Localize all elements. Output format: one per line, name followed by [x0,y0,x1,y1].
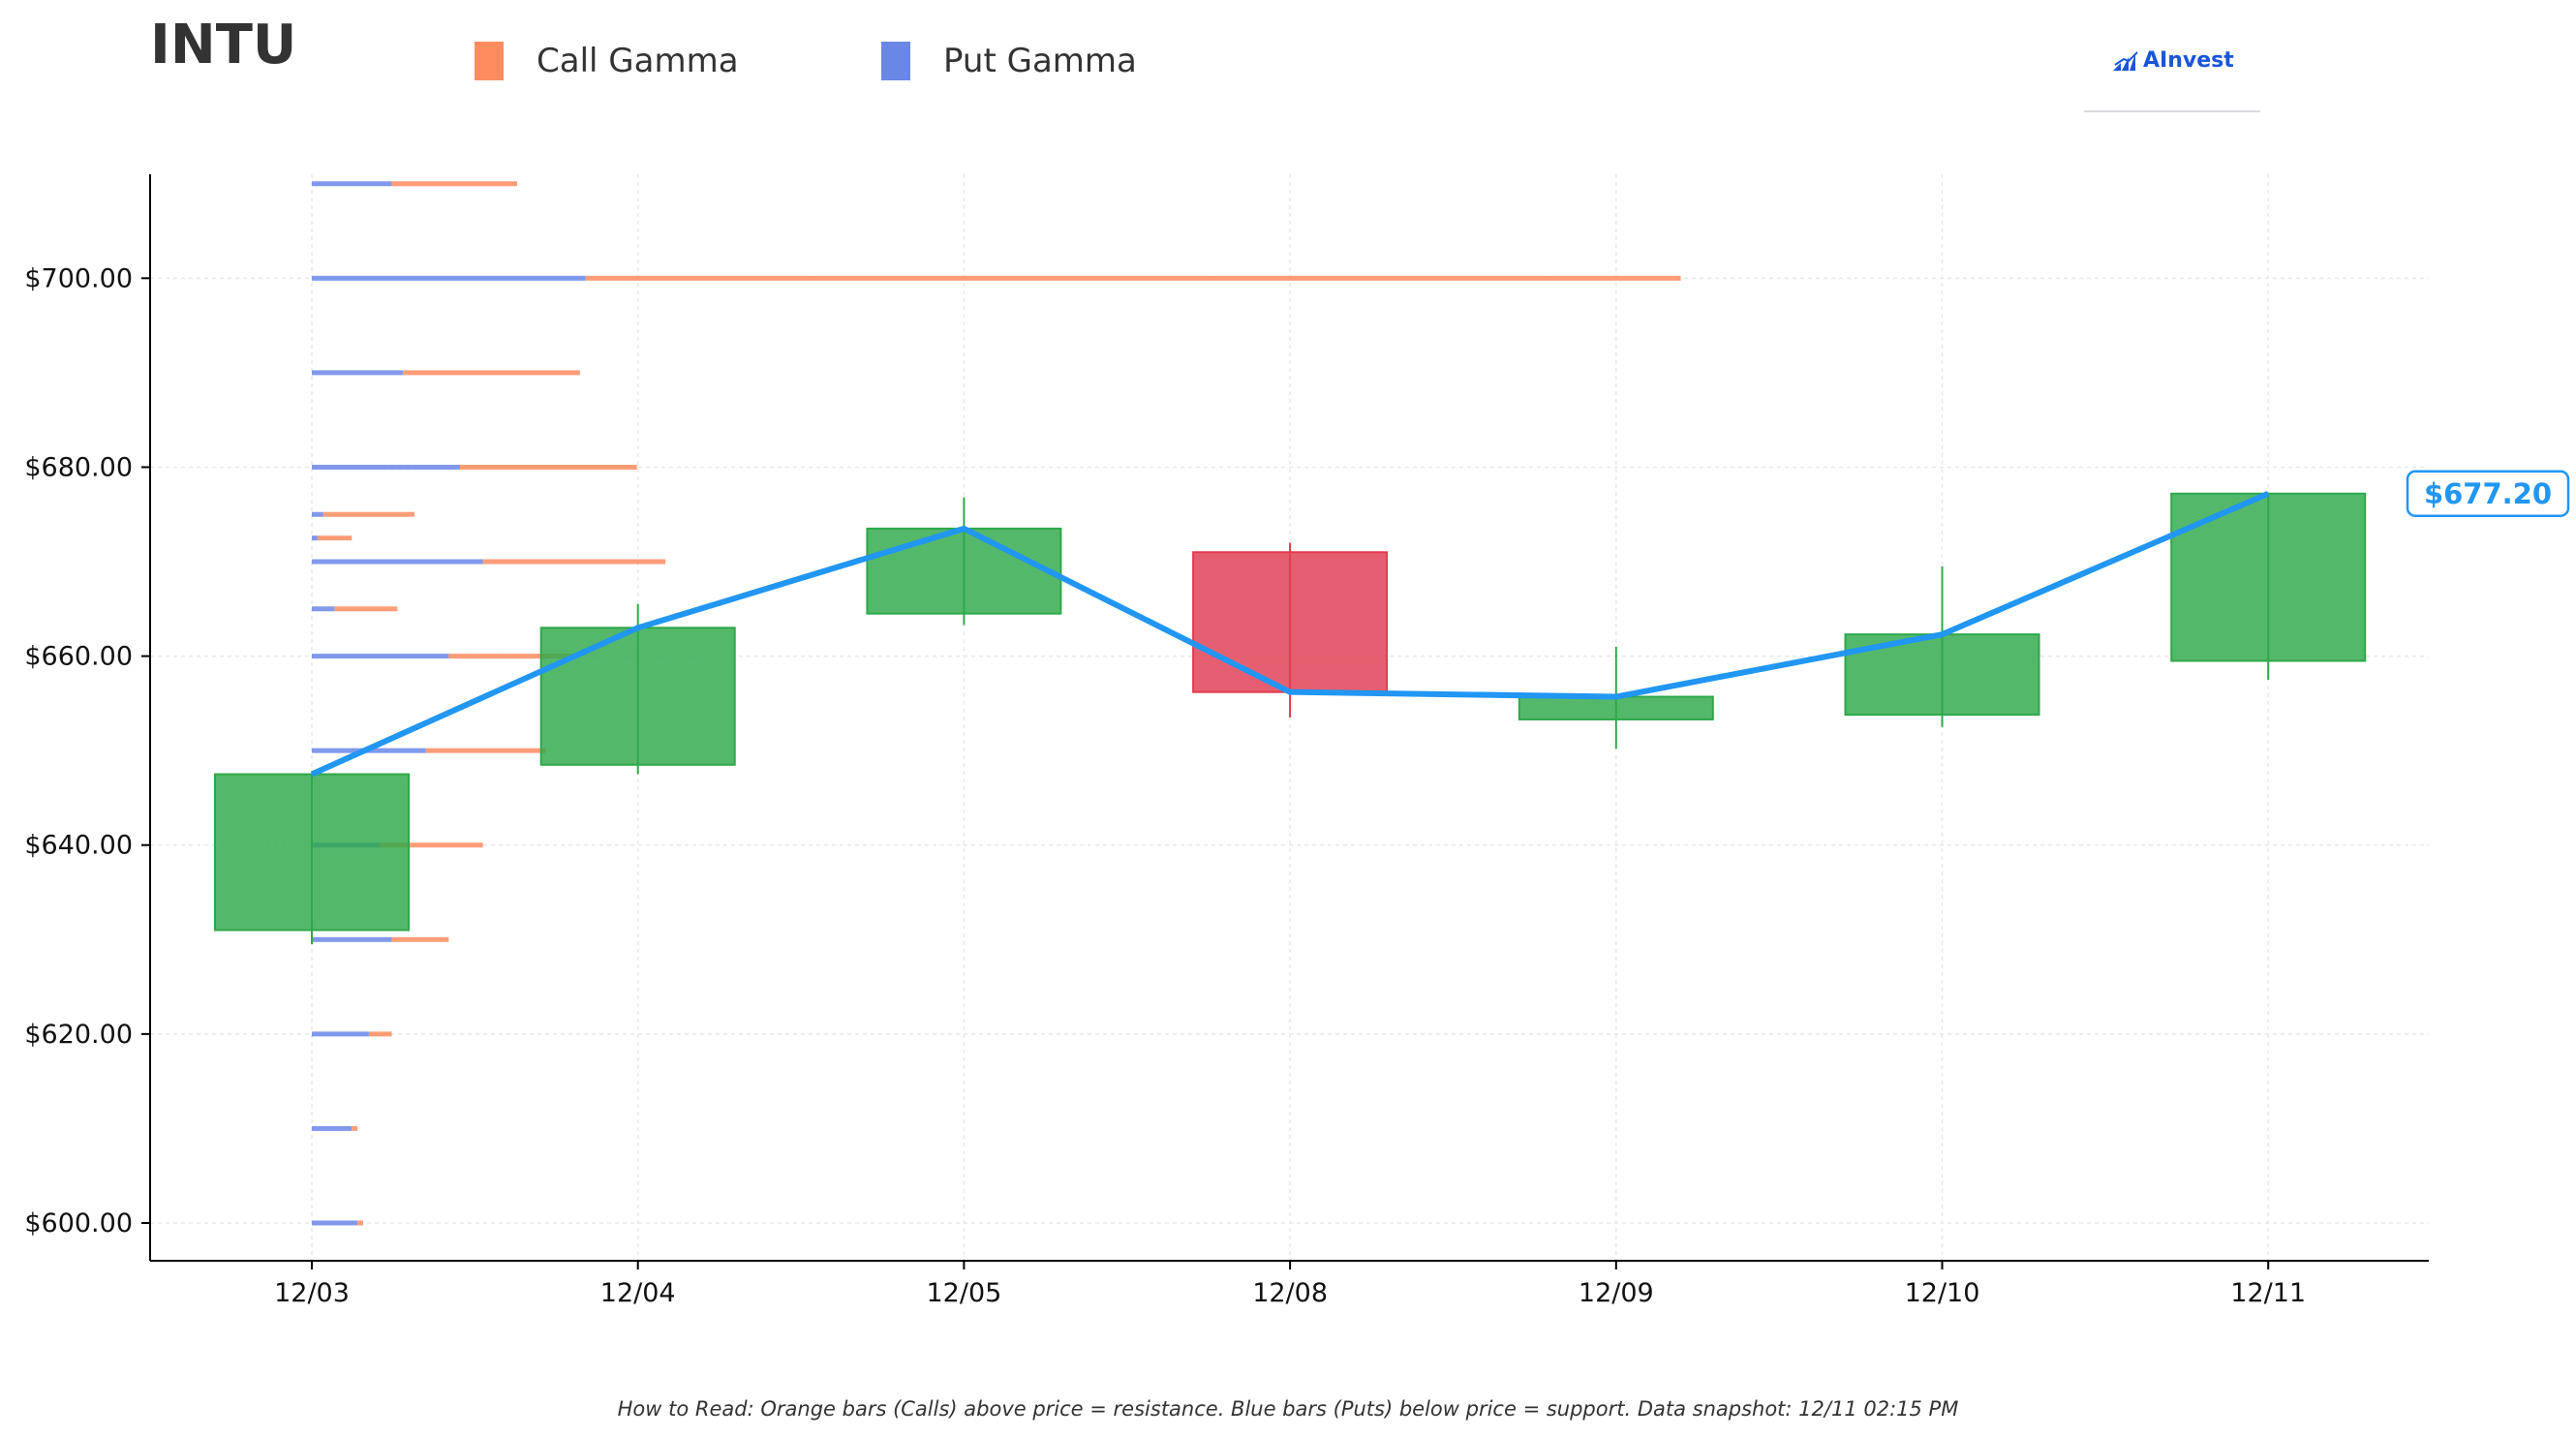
put-gamma-bar [312,181,392,187]
put-gamma-bar [312,1031,369,1037]
ainvest-logo-text: AInvest [2143,48,2234,73]
footnote-how-to-read: How to Read: Orange bars (Calls) above p… [617,1397,1959,1421]
legend-item-call-gamma: Call Gamma [475,37,739,85]
y-tick-label: $680.00 [24,452,133,482]
call-gamma-bar [482,559,666,565]
call-gamma-bar [334,606,398,612]
put-gamma-bar [312,511,323,517]
put-gamma-bar [312,936,392,942]
y-tick-label: $660.00 [24,642,133,672]
put-gamma-bar [312,1125,353,1131]
close-price-line [310,491,2270,778]
call-gamma-bar [403,370,580,376]
x-tick-label: 12/04 [600,1278,676,1308]
put-gamma-bar [312,370,404,376]
gamma-candlestick-chart: $600.00 $620.00 $640.00 $660.00 $680.00 $700.… [24,174,2570,1308]
ainvest-logo: AInvest [2111,48,2234,73]
ainvest-logo-icon [2113,50,2138,71]
call-gamma-bar [391,181,518,187]
call-gamma-bar [585,275,1681,281]
call-gamma-swatch [475,42,504,80]
put-gamma-bar [312,275,586,281]
candle-body [214,773,410,932]
ticker-title: INTU [150,14,297,76]
candle-body [2170,492,2367,662]
x-tick-label: 12/11 [2230,1278,2306,1308]
call-gamma-label: Call Gamma [537,42,739,80]
legend-item-put-gamma: Put Gamma [881,37,1137,85]
put-gamma-bar [312,559,483,565]
y-tick-label: $620.00 [24,1020,133,1050]
call-gamma-bar [322,511,415,517]
put-gamma-bar [312,1220,358,1226]
x-tick-label: 12/09 [1579,1278,1654,1308]
x-tick-label: 12/08 [1252,1278,1328,1308]
call-gamma-bar [448,654,574,659]
y-tick-label: $600.00 [24,1208,133,1238]
put-gamma-bar [312,535,318,541]
y-tick-label: $700.00 [24,263,133,293]
logo-underline [2084,110,2260,112]
last-price-badge [2406,470,2570,518]
call-gamma-bar [460,464,637,470]
call-gamma-bar [425,748,546,753]
call-gamma-bar [317,535,353,541]
call-gamma-bar [352,1125,358,1131]
last-price-label: $677.20 [2424,477,2552,510]
put-gamma-bar [312,464,461,470]
candle-body [866,527,1062,615]
call-gamma-bar [368,1031,392,1037]
call-gamma-bar [357,1220,364,1226]
x-tick-label: 12/03 [274,1278,350,1308]
x-tick-label: 12/05 [926,1278,1001,1308]
candle-body [539,627,736,766]
put-gamma-bar [312,654,449,659]
call-gamma-bar [380,842,483,848]
call-gamma-bar [391,936,449,942]
put-gamma-swatch [881,42,910,80]
candle-body [1192,551,1389,693]
put-gamma-label: Put Gamma [943,42,1137,80]
y-tick-label: $640.00 [24,831,133,861]
x-tick-label: 12/10 [1905,1278,1980,1308]
put-gamma-bar [312,606,335,612]
candle-body [1518,695,1714,720]
